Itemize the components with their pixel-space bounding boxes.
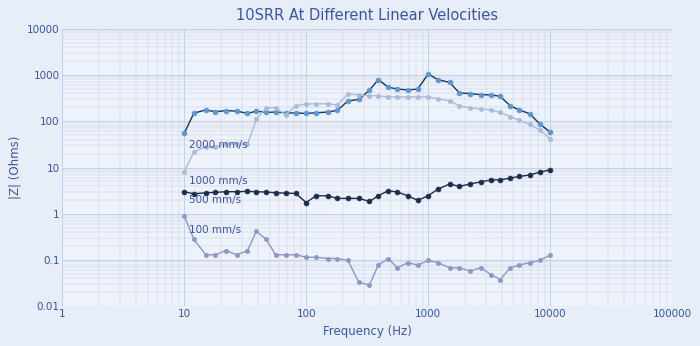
Y-axis label: |Z| (Ohms): |Z| (Ohms): [8, 136, 21, 199]
Title: 10SRR At Different Linear Velocities: 10SRR At Different Linear Velocities: [236, 8, 498, 23]
X-axis label: Frequency (Hz): Frequency (Hz): [323, 325, 412, 338]
Text: 1000 mm/s: 1000 mm/s: [189, 176, 248, 186]
Text: 2000 mm/s: 2000 mm/s: [189, 140, 248, 151]
Text: 100 mm/s: 100 mm/s: [189, 225, 241, 235]
Text: 500 mm/s: 500 mm/s: [189, 195, 241, 205]
